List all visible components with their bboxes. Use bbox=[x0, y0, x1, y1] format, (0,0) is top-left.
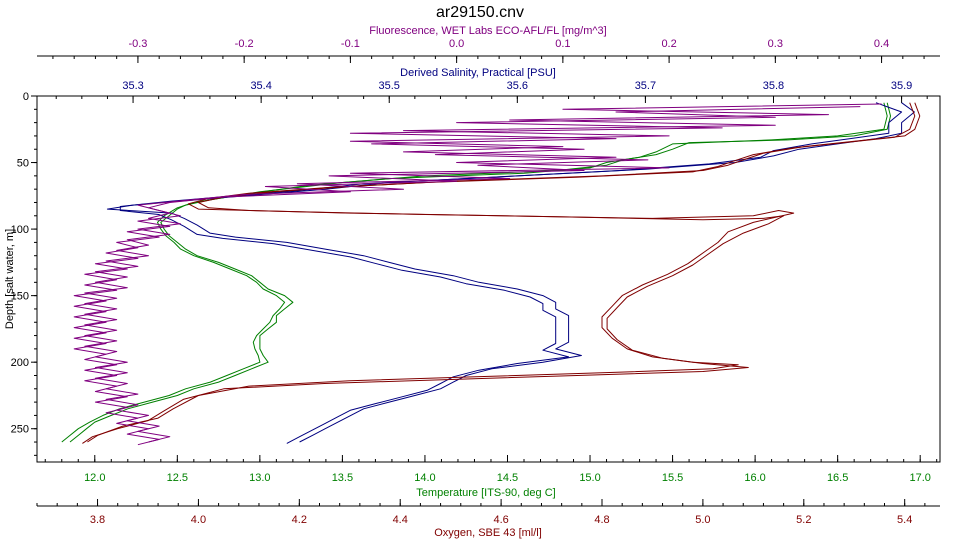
oxygen-tick-label: 5.2 bbox=[796, 514, 811, 526]
fluorescence-tick-label: -0.3 bbox=[128, 38, 147, 50]
temperature-axis: Temperature [ITS-90, deg C] 12.0 12.5 13.0… bbox=[44, 455, 938, 499]
temperature-tick-label: 17.0 bbox=[909, 472, 930, 484]
chart-title: ar29150.cnv bbox=[436, 4, 524, 21]
fluorescence-tick-label: 0.3 bbox=[768, 38, 783, 50]
oxygen-tick-label: 5.4 bbox=[897, 514, 912, 526]
oxygen-downcast-line bbox=[87, 102, 921, 443]
temperature-tick-label: 12.0 bbox=[84, 472, 105, 484]
temperature-tick-label: 13.0 bbox=[249, 472, 270, 484]
oxygen-tick-label: 4.6 bbox=[493, 514, 508, 526]
temperature-tick-label: 16.0 bbox=[744, 472, 765, 484]
salinity-axis: Derived Salinity, Practical [PSU] 35.3 35… bbox=[37, 67, 940, 103]
fluorescence-axis: Fluorescence, WET Labs ECO-AFL/FL [mg/m^… bbox=[37, 25, 940, 63]
temperature-downcast-line bbox=[69, 102, 891, 443]
fluorescence-tick-label: 0.4 bbox=[874, 38, 889, 50]
fluorescence-tick-label: -0.1 bbox=[341, 38, 360, 50]
temperature-tick-label: 12.5 bbox=[167, 472, 188, 484]
oxygen-tick-label: 4.2 bbox=[292, 514, 307, 526]
oxygen-axis-title: Oxygen, SBE 43 [ml/l] bbox=[434, 527, 542, 539]
plot-area bbox=[36, 95, 941, 463]
salinity-tick-label: 35.8 bbox=[763, 80, 784, 92]
oxygen-tick-label: 4.8 bbox=[594, 514, 609, 526]
fluorescence-tick-label: 0.2 bbox=[661, 38, 676, 50]
depth-axis-title: Depth [salt water, m] bbox=[4, 229, 16, 329]
temperature-axis-title: Temperature [ITS-90, deg C] bbox=[416, 487, 555, 499]
salinity-axis-title: Derived Salinity, Practical [PSU] bbox=[400, 67, 556, 79]
fluorescence-upcast-line bbox=[84, 106, 861, 443]
oxygen-tick-label: 4.4 bbox=[393, 514, 408, 526]
temperature-tick-label: 14.5 bbox=[497, 472, 518, 484]
depth-tick-label: 200 bbox=[11, 357, 29, 369]
oxygen-tick-label: 4.0 bbox=[191, 514, 206, 526]
salinity-tick-label: 35.4 bbox=[250, 80, 271, 92]
temperature-tick-label: 15.5 bbox=[662, 472, 683, 484]
oxygen-tick-label: 3.8 bbox=[90, 514, 105, 526]
oxygen-axis: Oxygen, SBE 43 [ml/l] 3.8 4.0 4.2 4.4 4.6 4.8… bbox=[36, 499, 940, 539]
depth-tick-label: 0 bbox=[23, 91, 29, 103]
fluorescence-axis-title: Fluorescence, WET Labs ECO-AFL/FL [mg/m^… bbox=[369, 25, 606, 37]
temperature-tick-label: 14.0 bbox=[414, 472, 435, 484]
temperature-upcast-line bbox=[61, 102, 888, 443]
depth-tick-label: 100 bbox=[11, 224, 29, 236]
temperature-tick-label: 13.5 bbox=[332, 472, 353, 484]
oxygen-upcast-line bbox=[82, 102, 916, 444]
salinity-tick-label: 35.9 bbox=[891, 80, 912, 92]
salinity-tick-label: 35.3 bbox=[122, 80, 143, 92]
fluorescence-tick-label: 0.0 bbox=[449, 38, 464, 50]
salinity-tick-label: 35.5 bbox=[379, 80, 400, 92]
series-layer bbox=[61, 102, 921, 446]
depth-axis: Depth [salt water, m] 0 50 100 150 200 250 bbox=[4, 91, 37, 456]
fluorescence-tick-label: -0.2 bbox=[235, 38, 254, 50]
temperature-tick-label: 16.5 bbox=[827, 472, 848, 484]
oxygen-tick-label: 5.0 bbox=[695, 514, 710, 526]
salinity-tick-label: 35.6 bbox=[507, 80, 528, 92]
salinity-tick-label: 35.7 bbox=[635, 80, 656, 92]
temperature-tick-label: 15.0 bbox=[579, 472, 600, 484]
salinity-downcast-line bbox=[106, 102, 915, 443]
fluorescence-tick-label: 0.1 bbox=[555, 38, 570, 50]
depth-tick-label: 150 bbox=[11, 291, 29, 303]
depth-tick-label: 50 bbox=[17, 158, 29, 170]
depth-tick-label: 250 bbox=[11, 424, 29, 436]
